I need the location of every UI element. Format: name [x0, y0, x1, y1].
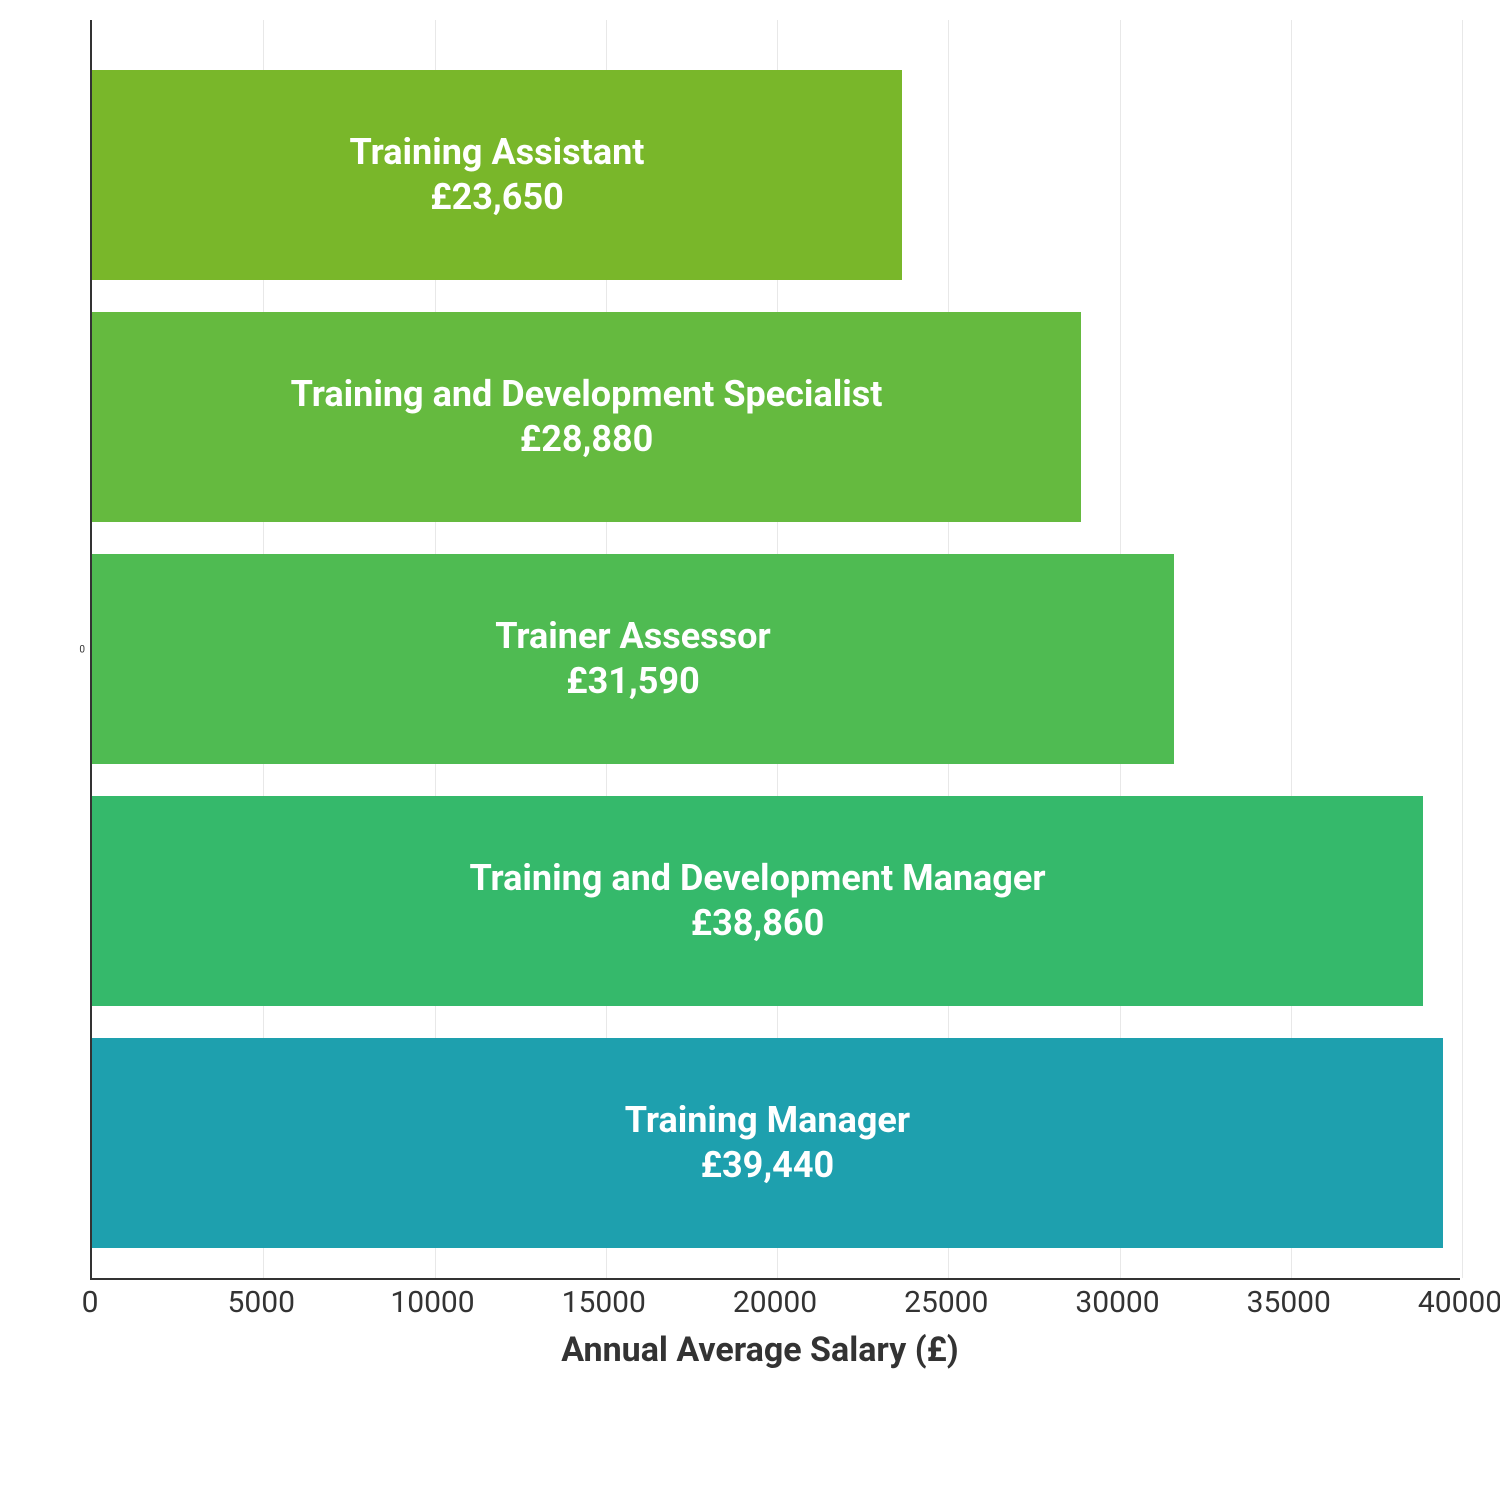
bar-title: Training Assistant	[350, 130, 645, 175]
x-tick-label: 15000	[562, 1285, 646, 1320]
bar-title: Trainer Assessor	[495, 614, 770, 659]
salary-bar: Trainer Assessor£31,590	[92, 554, 1174, 764]
bar-label: Training and Development Manager£38,860	[469, 856, 1045, 946]
salary-bar: Training and Development Manager£38,860	[92, 796, 1423, 1006]
x-tick-label: 35000	[1247, 1285, 1331, 1320]
x-axis-title: Annual Average Salary (£)	[60, 1330, 1460, 1370]
bar-value: £28,880	[291, 417, 883, 462]
x-tick-label: 30000	[1075, 1285, 1159, 1320]
bar-label: Training and Development Specialist£28,8…	[291, 372, 883, 462]
x-tick-label: 10000	[390, 1285, 474, 1320]
bar-value: £31,590	[495, 659, 770, 704]
x-tick-label: 20000	[733, 1285, 817, 1320]
salary-bar: Training Assistant£23,650	[92, 70, 902, 280]
bar-value: £23,650	[350, 175, 645, 220]
bar-label: Training Manager£39,440	[625, 1098, 910, 1188]
bar-title: Training Manager	[625, 1098, 910, 1143]
y-tick-label: 0	[79, 645, 85, 656]
x-tick-label: 0	[82, 1285, 99, 1320]
grid-line	[1462, 20, 1463, 1278]
salary-bar-chart: Training Assistant£23,650 Training and De…	[60, 20, 1460, 1350]
bar-title: Training and Development Specialist	[291, 372, 883, 417]
bar-value: £38,860	[469, 901, 1045, 946]
bar-label: Training Assistant£23,650	[350, 130, 645, 220]
x-tick-label: 40000	[1418, 1285, 1500, 1320]
x-tick-label: 5000	[228, 1285, 295, 1320]
bar-label: Trainer Assessor£31,590	[495, 614, 770, 704]
salary-bar: Training and Development Specialist£28,8…	[92, 312, 1081, 522]
x-tick-label: 25000	[904, 1285, 988, 1320]
plot-area: Training Assistant£23,650 Training and De…	[90, 20, 1460, 1280]
salary-bar: Training Manager£39,440	[92, 1038, 1443, 1248]
bar-value: £39,440	[625, 1143, 910, 1188]
bar-title: Training and Development Manager	[469, 856, 1045, 901]
